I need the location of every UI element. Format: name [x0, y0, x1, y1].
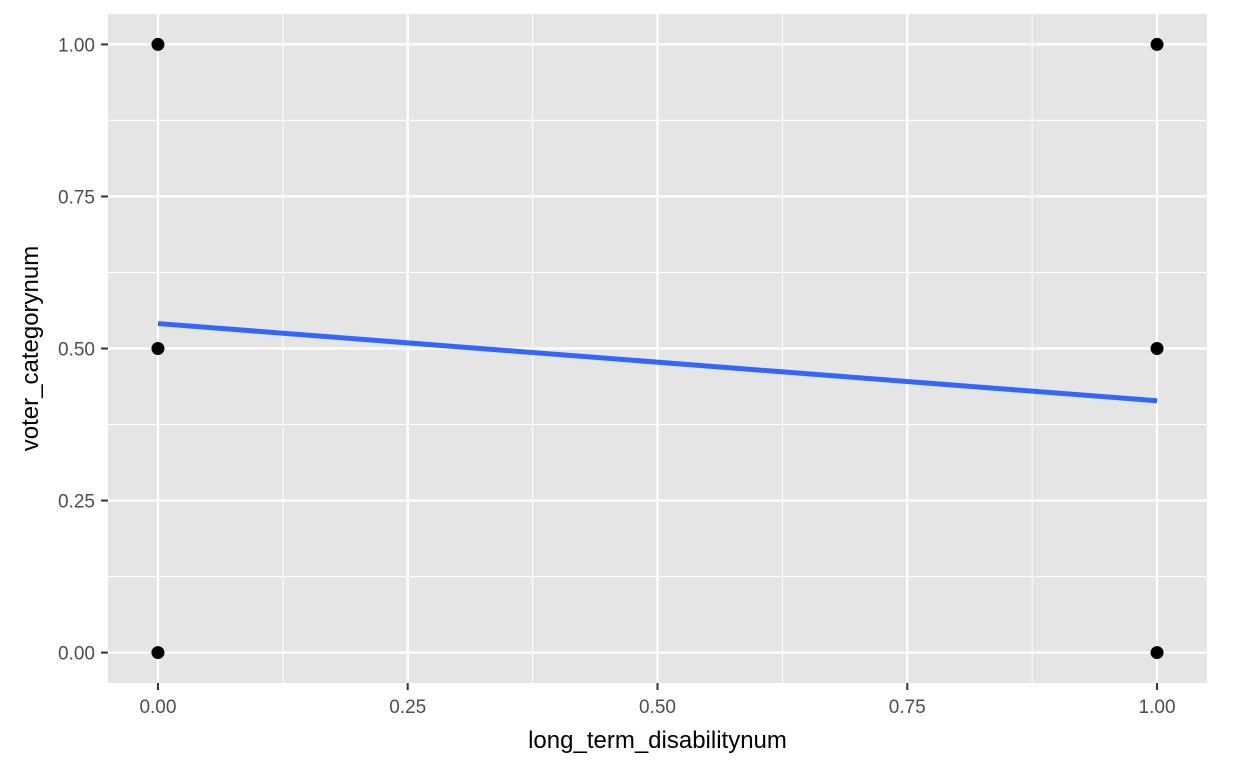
data-point	[1150, 646, 1164, 660]
trend-line-layer	[157, 321, 1158, 404]
y-tick-label: 0.00	[58, 644, 95, 665]
data-point	[151, 342, 165, 355]
x-tick-label: 0.50	[639, 697, 676, 718]
x-axis-title: long_term_disabilitynum	[528, 727, 787, 754]
x-axis: 0.00 0.25 0.50 0.75 1.00	[139, 683, 1176, 718]
trend-line	[157, 321, 1158, 404]
y-tick-label: 0.75	[58, 187, 95, 208]
major-gridlines	[108, 14, 1207, 683]
x-tick-label: 0.75	[889, 697, 926, 718]
y-tick-label: 1.00	[58, 35, 95, 56]
y-axis-title: voter_categorynum	[17, 246, 44, 451]
data-point	[1150, 342, 1164, 355]
data-point	[151, 646, 165, 660]
y-tick-label: 0.50	[58, 340, 95, 361]
points-layer	[151, 37, 1164, 660]
y-tick-label: 0.25	[58, 492, 95, 513]
x-tick-label: 0.25	[389, 697, 426, 718]
data-point	[1150, 37, 1164, 51]
x-tick-label: 0.00	[139, 697, 176, 718]
y-axis: 0.00 0.25 0.50 0.75 1.00	[58, 35, 108, 665]
data-point	[151, 37, 165, 51]
x-tick-label: 1.00	[1139, 697, 1176, 718]
